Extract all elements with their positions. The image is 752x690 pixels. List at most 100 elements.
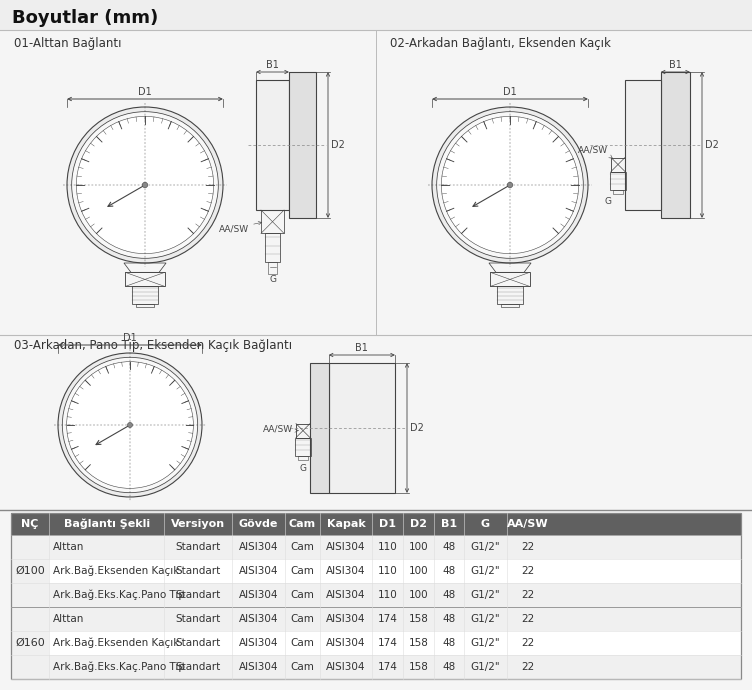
Text: G1/2": G1/2" (471, 614, 500, 624)
Bar (11, 513, 741, 535)
Text: D2: D2 (410, 423, 424, 433)
Bar (261, 210, 284, 233)
Circle shape (437, 112, 584, 258)
Text: 174: 174 (378, 662, 398, 672)
Bar (132, 286, 158, 304)
Text: Standart: Standart (176, 638, 221, 648)
Text: AISI304: AISI304 (238, 542, 278, 552)
Text: G: G (481, 519, 490, 529)
Circle shape (142, 182, 147, 188)
Text: Standart: Standart (176, 566, 221, 576)
Text: 174: 174 (378, 614, 398, 624)
Text: AISI304: AISI304 (326, 662, 365, 672)
Bar (0, 0, 752, 30)
Text: AISI304: AISI304 (238, 590, 278, 600)
Text: Cam: Cam (290, 614, 314, 624)
Bar (310, 363, 329, 493)
Text: B1: B1 (356, 343, 368, 353)
Text: Standart: Standart (176, 590, 221, 600)
Text: AA/SW: AA/SW (263, 424, 293, 433)
Bar (661, 72, 690, 218)
Bar (613, 190, 623, 193)
Text: G1/2": G1/2" (471, 638, 500, 648)
Text: AA/SW: AA/SW (219, 225, 249, 234)
Text: AISI304: AISI304 (238, 566, 278, 576)
Text: 03-Arkadan, Pano Tip, Eksenden Kaçık Bağlantı: 03-Arkadan, Pano Tip, Eksenden Kaçık Bağ… (14, 339, 292, 352)
Bar (126, 273, 165, 286)
Text: 48: 48 (442, 542, 456, 552)
Text: G: G (269, 275, 276, 284)
Text: Ark.Bağ.Eksenden Kaçık: Ark.Bağ.Eksenden Kaçık (53, 638, 179, 648)
Text: 48: 48 (442, 662, 456, 672)
Circle shape (62, 357, 198, 493)
Text: Bağlantı Şekli: Bağlantı Şekli (64, 519, 150, 529)
Bar (11, 655, 741, 679)
Text: D2: D2 (705, 140, 719, 150)
Text: Standart: Standart (176, 662, 221, 672)
Text: Cam: Cam (290, 638, 314, 648)
Text: 110: 110 (378, 566, 398, 576)
Text: 01-Alttan Bağlantı: 01-Alttan Bağlantı (14, 37, 122, 50)
Text: 22: 22 (521, 638, 535, 648)
Circle shape (71, 112, 218, 258)
Bar (329, 363, 395, 493)
Text: 100: 100 (408, 566, 428, 576)
Text: AISI304: AISI304 (238, 638, 278, 648)
Text: AA/SW: AA/SW (578, 146, 608, 155)
Text: B1: B1 (669, 60, 682, 70)
Text: 22: 22 (521, 542, 535, 552)
Bar (298, 455, 308, 460)
Bar (497, 286, 523, 304)
Text: Alttan: Alttan (53, 614, 84, 624)
Text: 158: 158 (408, 614, 429, 624)
Text: 48: 48 (442, 614, 456, 624)
Text: G1/2": G1/2" (471, 542, 500, 552)
Text: D2: D2 (410, 519, 427, 529)
Text: AISI304: AISI304 (326, 590, 365, 600)
Bar (256, 80, 289, 210)
Bar (11, 535, 741, 559)
Text: AISI304: AISI304 (238, 662, 278, 672)
Text: Cam: Cam (290, 662, 314, 672)
Bar (136, 304, 154, 308)
Text: G1/2": G1/2" (471, 590, 500, 600)
Text: AISI304: AISI304 (326, 566, 365, 576)
Text: Ark.Bağ.Eks.Kaç.Pano Tip: Ark.Bağ.Eks.Kaç.Pano Tip (53, 590, 185, 600)
Text: Cam: Cam (290, 566, 314, 576)
Bar (611, 157, 625, 172)
Circle shape (67, 362, 193, 489)
Bar (11, 607, 49, 679)
Bar (268, 262, 277, 274)
Text: G1/2": G1/2" (471, 566, 500, 576)
Text: 110: 110 (378, 542, 398, 552)
Text: D2: D2 (331, 140, 345, 150)
Text: Cam: Cam (289, 519, 316, 529)
Bar (11, 631, 741, 655)
Text: 22: 22 (521, 662, 535, 672)
Text: Boyutlar (mm): Boyutlar (mm) (12, 9, 158, 27)
Text: B1: B1 (441, 519, 457, 529)
Text: Ark.Bağ.Eks.Kaç.Pano Tip: Ark.Bağ.Eks.Kaç.Pano Tip (53, 662, 185, 672)
Circle shape (67, 107, 223, 263)
Text: D1: D1 (123, 333, 137, 343)
Text: G: G (299, 464, 307, 473)
Circle shape (508, 182, 513, 188)
Bar (296, 437, 311, 455)
Bar (11, 607, 741, 631)
Text: AISI304: AISI304 (326, 638, 365, 648)
Bar (625, 80, 661, 210)
Text: Ark.Bağ.Eksenden Kaçık: Ark.Bağ.Eksenden Kaçık (53, 566, 179, 576)
Bar (501, 304, 519, 308)
Text: Cam: Cam (290, 590, 314, 600)
Text: 22: 22 (521, 590, 535, 600)
Bar (11, 535, 49, 607)
Text: 48: 48 (442, 566, 456, 576)
Text: AISI304: AISI304 (326, 614, 365, 624)
Bar (11, 583, 741, 607)
Text: 48: 48 (442, 590, 456, 600)
Text: D1: D1 (379, 519, 396, 529)
Bar (490, 273, 529, 286)
Text: G1/2": G1/2" (471, 662, 500, 672)
Text: Ø160: Ø160 (15, 638, 45, 648)
Text: 02-Arkadan Bağlantı, Eksenden Kaçık: 02-Arkadan Bağlantı, Eksenden Kaçık (390, 37, 611, 50)
